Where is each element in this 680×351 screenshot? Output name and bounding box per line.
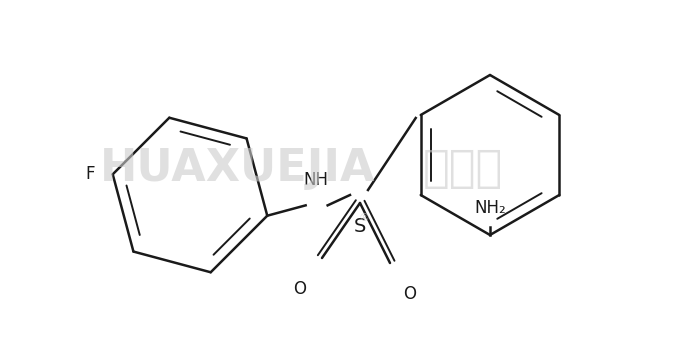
Text: NH: NH	[303, 171, 328, 189]
Text: NH₂: NH₂	[474, 199, 506, 217]
Text: HUAXUEJIA: HUAXUEJIA	[100, 147, 376, 190]
Text: O: O	[294, 280, 307, 298]
Text: F: F	[85, 165, 95, 183]
Text: O: O	[403, 285, 416, 303]
Text: S: S	[354, 217, 367, 236]
Text: ®: ®	[358, 213, 369, 223]
Text: 化学加: 化学加	[422, 147, 503, 190]
